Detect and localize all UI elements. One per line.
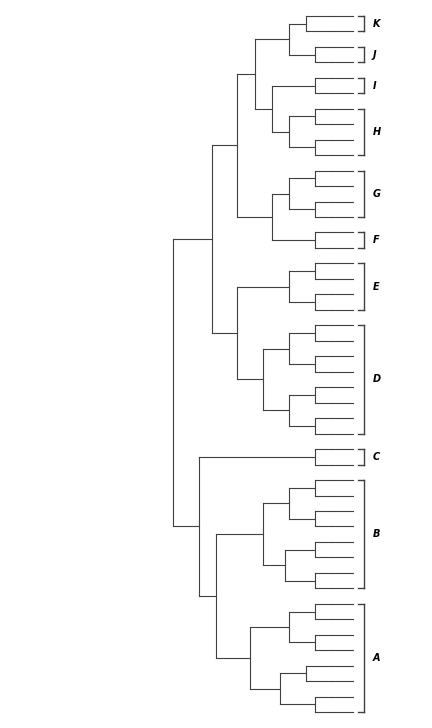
Text: A: A — [373, 653, 380, 663]
Text: I: I — [373, 81, 376, 90]
Text: G: G — [373, 189, 381, 199]
Text: J: J — [373, 50, 376, 60]
Text: H: H — [373, 127, 381, 137]
Text: B: B — [373, 529, 380, 539]
Text: F: F — [373, 235, 379, 245]
Text: K: K — [373, 19, 380, 28]
Text: D: D — [373, 374, 381, 384]
Text: C: C — [373, 452, 380, 462]
Text: E: E — [373, 282, 379, 292]
